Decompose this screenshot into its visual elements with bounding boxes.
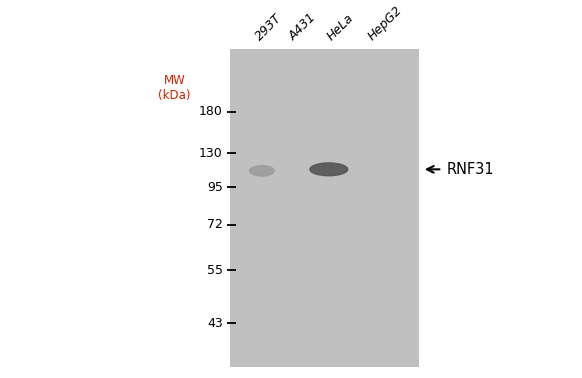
Text: 43: 43 — [207, 317, 223, 330]
Text: RNF31: RNF31 — [447, 162, 495, 177]
Text: 72: 72 — [207, 218, 223, 231]
Text: HepG2: HepG2 — [365, 4, 405, 43]
Bar — [230, 49, 419, 367]
Text: 55: 55 — [207, 264, 223, 277]
Ellipse shape — [250, 166, 274, 176]
Text: MW
(kDa): MW (kDa) — [158, 74, 191, 102]
Text: 130: 130 — [199, 147, 223, 160]
Text: HeLa: HeLa — [325, 12, 356, 43]
Text: A431: A431 — [286, 11, 318, 43]
Text: 293T: 293T — [253, 12, 285, 43]
Text: 95: 95 — [207, 181, 223, 194]
Text: 180: 180 — [199, 105, 223, 118]
Ellipse shape — [310, 163, 348, 176]
